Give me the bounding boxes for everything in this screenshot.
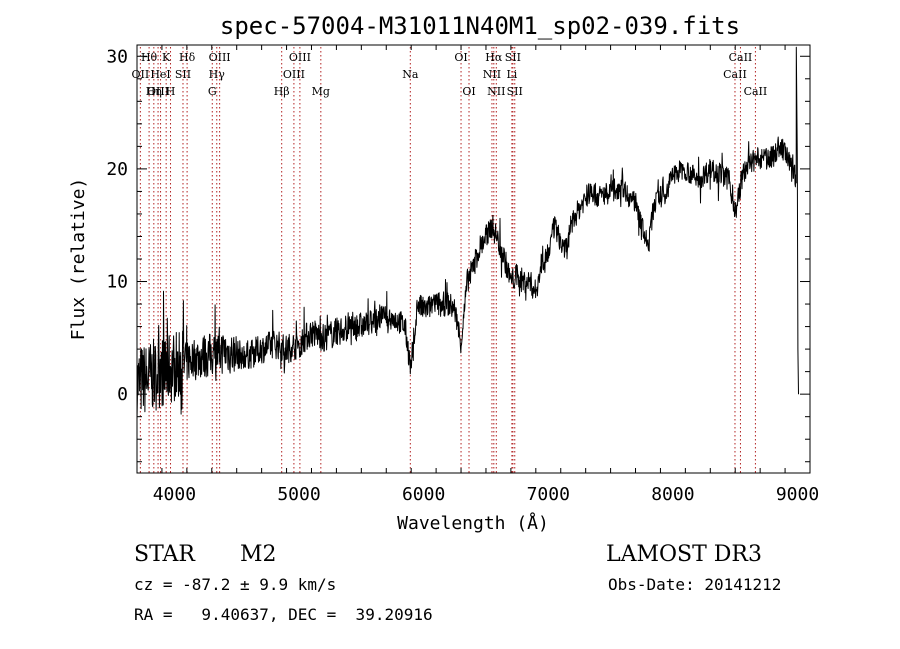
coordinates-readout: RA = 9.40637, DEC = 39.20916 bbox=[134, 605, 433, 624]
spectral-line-label: Hη bbox=[146, 85, 162, 98]
y-tick-label: 20 bbox=[106, 159, 128, 180]
spectral-line-label: Mg bbox=[312, 85, 330, 98]
y-tick-label: 10 bbox=[106, 272, 128, 293]
spectral-line-label: OIII bbox=[283, 68, 305, 81]
x-tick-label: 6000 bbox=[402, 484, 445, 505]
spectral-line-label: NII bbox=[483, 68, 501, 81]
spectral-line-label: OII bbox=[132, 68, 150, 81]
axis-ticks bbox=[136, 45, 811, 473]
y-tick-label: 0 bbox=[117, 384, 128, 405]
spectral-line-label: Hβ bbox=[274, 85, 290, 98]
x-tick-labels: 4000 5000 6000 7000 8000 9000 bbox=[153, 484, 820, 505]
spectral-line-label: CaII bbox=[744, 85, 768, 98]
x-tick-label: 9000 bbox=[776, 484, 819, 505]
spectral-line-label: OIII bbox=[289, 51, 311, 64]
object-class: STAR bbox=[134, 542, 196, 567]
spectral-line-label: NII bbox=[487, 85, 505, 98]
spectral-line-label: CaII bbox=[723, 68, 747, 81]
spectral-line-label: OIII bbox=[147, 85, 169, 98]
obs-date: Obs-Date: 20141212 bbox=[608, 575, 781, 594]
spectral-line-label: OIII bbox=[209, 51, 231, 64]
x-tick-label: 8000 bbox=[651, 484, 694, 505]
spectral-line-label: HeI bbox=[150, 68, 170, 81]
redshift-readout: cz = -87.2 ± 9.9 km/s bbox=[134, 575, 336, 594]
x-tick-label: 4000 bbox=[153, 484, 196, 505]
spectral-line-label: Hδ bbox=[179, 51, 196, 64]
survey-name: LAMOST DR3 bbox=[606, 542, 762, 567]
spectral-line-label: OI bbox=[462, 85, 475, 98]
spectral-line-label: SII bbox=[507, 85, 523, 98]
spectral-line-label: Hγ bbox=[209, 68, 226, 81]
x-tick-label: 5000 bbox=[277, 484, 320, 505]
chart-title: spec-57004-M31011N40M1_sp02-039.fits bbox=[220, 12, 740, 40]
spectral-line-label: K bbox=[162, 51, 171, 64]
spectrum-line bbox=[136, 46, 799, 420]
y-tick-labels: 0 10 20 30 bbox=[106, 46, 128, 405]
spectral-line-label: Na bbox=[402, 68, 419, 81]
spectral-line-label: Hθ bbox=[141, 51, 158, 64]
spectral-line-label: SII bbox=[175, 68, 191, 81]
spectral-line-label: OI bbox=[454, 51, 467, 64]
object-subclass: M2 bbox=[240, 542, 277, 567]
spectral-line-label: SII bbox=[505, 51, 521, 64]
x-axis-label: Wavelength (Å) bbox=[397, 512, 549, 534]
spectral-line-label: Li bbox=[506, 68, 517, 81]
spectral-line-labels: Hθ OII OIII K HeI Hη SII H Hδ OIII Hγ G Hβ OIII OIII Mg… bbox=[132, 51, 768, 98]
spectral-line-label: G bbox=[208, 85, 217, 98]
spectral-line-label: H bbox=[166, 85, 176, 98]
spectral-line-label: CaII bbox=[729, 51, 753, 64]
x-tick-label: 7000 bbox=[527, 484, 570, 505]
y-tick-label: 30 bbox=[106, 46, 128, 67]
spectral-line-label: Hα bbox=[485, 51, 503, 64]
spectral-line-markers bbox=[139, 47, 756, 473]
y-axis-label: Flux (relative) bbox=[68, 178, 89, 341]
